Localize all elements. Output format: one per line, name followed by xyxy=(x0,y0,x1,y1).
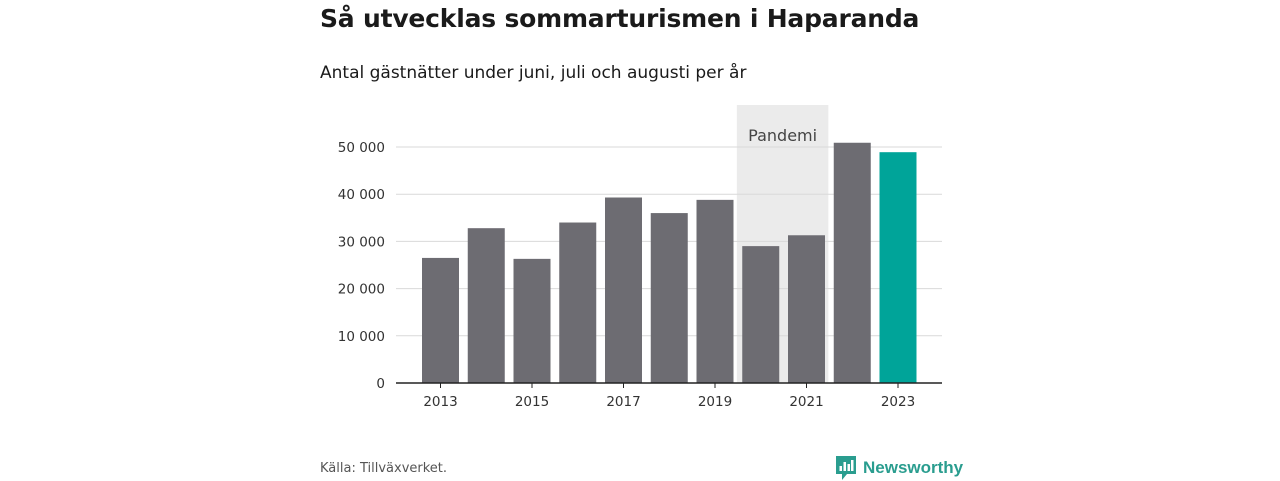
bar-2015 xyxy=(513,258,551,383)
bar-2014 xyxy=(467,228,505,383)
brand-name: Newsworthy xyxy=(863,458,964,477)
newsworthy-logo-icon xyxy=(836,456,856,480)
y-tick-label: 30 000 xyxy=(338,234,385,250)
y-tick-label: 0 xyxy=(376,376,385,392)
bar-2020 xyxy=(742,246,780,383)
brand-logo: Newsworthy xyxy=(835,455,963,481)
bar-2021 xyxy=(788,235,825,383)
bar-2018 xyxy=(650,213,688,383)
x-tick-label: 2021 xyxy=(789,394,823,410)
pandemic-label: Pandemi xyxy=(748,126,817,145)
bar-2019 xyxy=(696,199,734,383)
bar-2017 xyxy=(605,197,642,383)
bar-2013 xyxy=(422,257,459,383)
bar-2022 xyxy=(833,142,871,383)
x-tick-label: 2013 xyxy=(423,394,457,410)
source-note: Källa: Tillväxverket. xyxy=(320,461,448,476)
bar-2016 xyxy=(559,222,597,383)
y-tick-label: 20 000 xyxy=(338,282,385,298)
x-tick-label: 2015 xyxy=(515,394,549,410)
y-tick-label: 40 000 xyxy=(338,187,385,203)
x-tick-label: 2019 xyxy=(698,394,732,410)
bar-2023 xyxy=(879,152,917,383)
x-tick-label: 2017 xyxy=(606,394,640,410)
y-tick-label: 50 000 xyxy=(338,140,385,156)
chart-subtitle: Antal gästnätter under juni, juli och au… xyxy=(320,63,747,83)
y-tick-label: 10 000 xyxy=(338,329,385,345)
x-tick-label: 2023 xyxy=(881,394,915,410)
chart-title: Så utvecklas sommarturismen i Haparanda xyxy=(320,4,920,33)
